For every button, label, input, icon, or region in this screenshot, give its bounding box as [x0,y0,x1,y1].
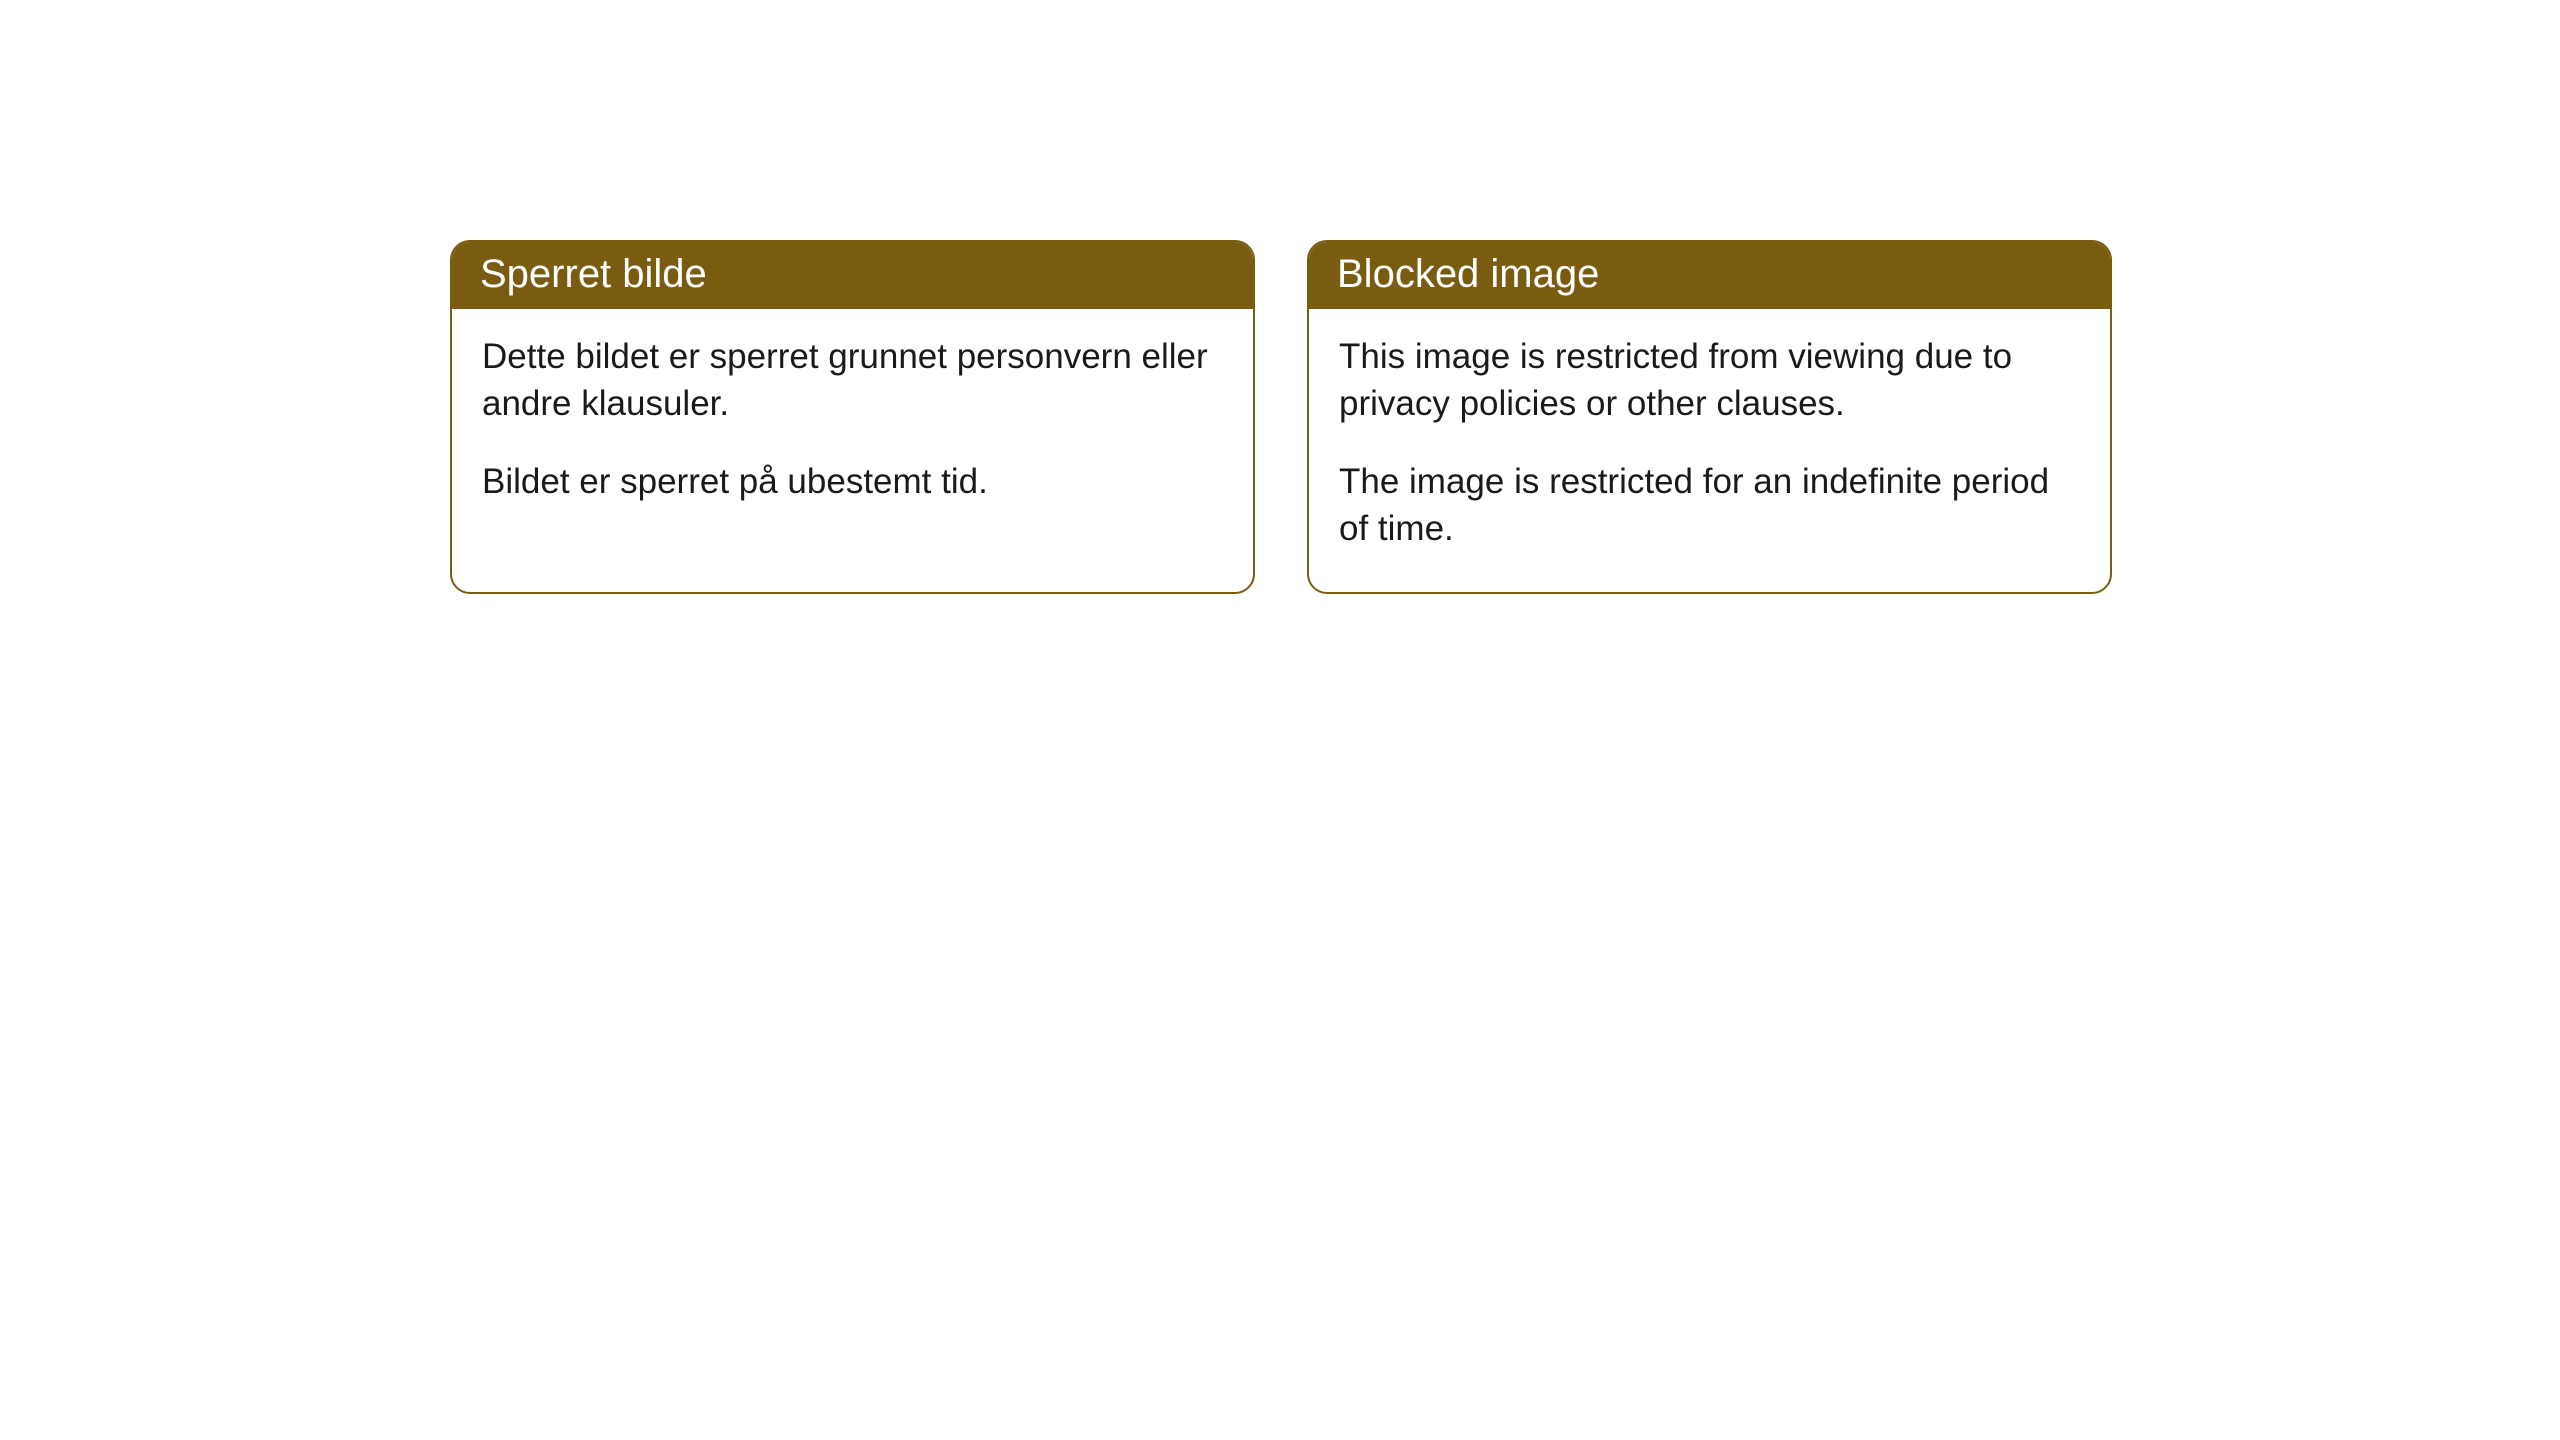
card-paragraph-en-2: The image is restricted for an indefinit… [1339,458,2080,553]
card-paragraph-no-1: Dette bildet er sperret grunnet personve… [482,333,1223,428]
card-header-no: Sperret bilde [452,242,1253,309]
card-body-no: Dette bildet er sperret grunnet personve… [452,309,1253,545]
card-body-en: This image is restricted from viewing du… [1309,309,2110,592]
card-header-en: Blocked image [1309,242,2110,309]
notice-container: Sperret bilde Dette bildet er sperret gr… [0,0,2560,594]
card-paragraph-no-2: Bildet er sperret på ubestemt tid. [482,458,1223,505]
blocked-image-card-no: Sperret bilde Dette bildet er sperret gr… [450,240,1255,594]
blocked-image-card-en: Blocked image This image is restricted f… [1307,240,2112,594]
card-paragraph-en-1: This image is restricted from viewing du… [1339,333,2080,428]
